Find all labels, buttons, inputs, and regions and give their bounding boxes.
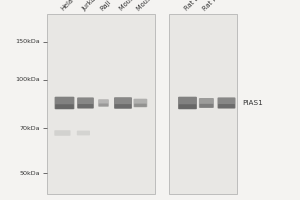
Bar: [169, 14, 237, 194]
FancyBboxPatch shape: [199, 98, 214, 108]
FancyBboxPatch shape: [200, 104, 213, 108]
Text: 70kDa: 70kDa: [20, 126, 40, 131]
FancyBboxPatch shape: [77, 131, 90, 135]
FancyBboxPatch shape: [54, 130, 70, 136]
Text: Raji: Raji: [99, 0, 112, 12]
Text: 50kDa: 50kDa: [20, 171, 40, 176]
FancyBboxPatch shape: [218, 97, 236, 109]
FancyBboxPatch shape: [99, 104, 108, 106]
Text: Mouse kidney: Mouse kidney: [136, 0, 173, 12]
Text: PIAS1: PIAS1: [242, 100, 263, 106]
FancyBboxPatch shape: [77, 97, 94, 109]
FancyBboxPatch shape: [178, 97, 197, 109]
FancyBboxPatch shape: [179, 104, 196, 109]
FancyBboxPatch shape: [78, 104, 93, 108]
Text: Mouse brain: Mouse brain: [119, 0, 152, 12]
Text: 100kDa: 100kDa: [15, 77, 40, 82]
FancyBboxPatch shape: [134, 99, 147, 107]
Text: Hela: Hela: [60, 0, 75, 12]
FancyBboxPatch shape: [55, 97, 74, 109]
FancyBboxPatch shape: [98, 99, 109, 107]
FancyBboxPatch shape: [115, 104, 131, 108]
Text: 150kDa: 150kDa: [15, 39, 40, 44]
Bar: [46, 14, 154, 194]
FancyBboxPatch shape: [114, 97, 132, 109]
Text: Rat testis: Rat testis: [183, 0, 210, 12]
FancyBboxPatch shape: [218, 104, 235, 108]
FancyBboxPatch shape: [134, 104, 147, 107]
FancyBboxPatch shape: [55, 104, 74, 109]
Text: Rat kidney: Rat kidney: [202, 0, 232, 12]
Text: Jurkat: Jurkat: [81, 0, 99, 12]
